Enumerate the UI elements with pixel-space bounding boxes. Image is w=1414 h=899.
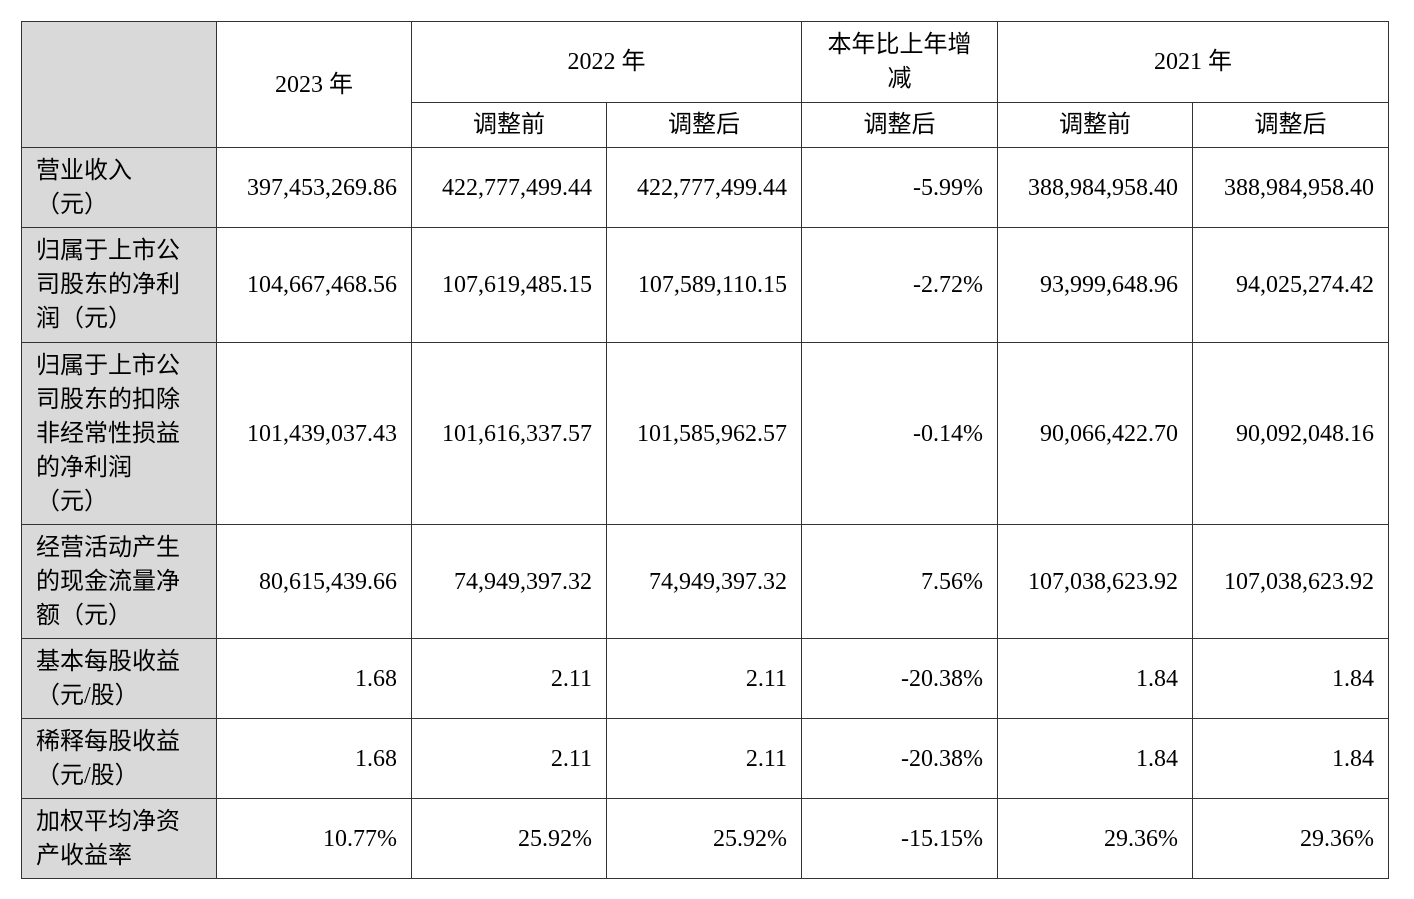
value-2023: 10.77%	[216, 798, 412, 879]
value-2022-before: 2.11	[411, 718, 607, 799]
row-label-line: 司股东的扣除	[36, 386, 180, 413]
value-2022-before: 25.92%	[411, 798, 607, 879]
value-2022-before: 422,777,499.44	[411, 147, 607, 228]
value-2021-after: 29.36%	[1192, 798, 1389, 879]
value-yoy-change: -0.14%	[801, 342, 998, 525]
header-2021-after-adjustment: 调整后	[1192, 102, 1389, 148]
table-row: 归属于上市公 司股东的扣除 非经常性损益 的净利润 （元） 101,439,037.43 1…	[21, 342, 1389, 525]
value-2021-before: 93,999,648.96	[997, 227, 1193, 343]
header-yoy-after-adjustment: 调整后	[801, 102, 998, 148]
value-2022-before: 2.11	[411, 638, 607, 719]
row-label-line: 司股东的净利	[36, 272, 180, 298]
header-year-2022: 2022 年	[411, 21, 802, 103]
row-label-line: 的净利润	[36, 454, 132, 481]
value-2021-before: 1.84	[997, 638, 1193, 719]
row-label-line: 的现金流量净	[36, 568, 180, 595]
value-2022-after: 101,585,962.57	[606, 342, 802, 525]
value-2021-before: 388,984,958.40	[997, 147, 1193, 228]
row-label-line: （元/股）	[36, 762, 139, 789]
value-2022-before: 74,949,397.32	[411, 524, 607, 639]
value-2022-after: 107,589,110.15	[606, 227, 802, 343]
value-2022-after: 25.92%	[606, 798, 802, 879]
value-yoy-change: 7.56%	[801, 524, 998, 639]
row-label: 归属于上市公 司股东的净利 润（元）	[21, 227, 217, 343]
row-label-line: 额（元）	[36, 602, 132, 629]
value-2021-after: 94,025,274.42	[1192, 227, 1389, 343]
table-row: 加权平均净资 产收益率 10.77% 25.92% 25.92% -15.15% 29.36…	[21, 798, 1389, 879]
row-label: 归属于上市公 司股东的扣除 非经常性损益 的净利润 （元）	[21, 342, 217, 525]
value-2021-before: 29.36%	[997, 798, 1193, 879]
header-year-2021: 2021 年	[997, 21, 1389, 103]
value-2022-after: 422,777,499.44	[606, 147, 802, 228]
value-2022-after: 74,949,397.32	[606, 524, 802, 639]
value-2023: 80,615,439.66	[216, 524, 412, 639]
header-2022-before-adjustment: 调整前	[411, 102, 607, 148]
value-2022-after: 2.11	[606, 718, 802, 799]
row-label: 营业收入 （元）	[21, 147, 217, 228]
value-2021-after: 90,092,048.16	[1192, 342, 1389, 525]
table-row: 基本每股收益 （元/股） 1.68 2.11 2.11 -20.38% 1.84 1.84	[21, 638, 1389, 719]
header-year-2023: 2023 年	[216, 21, 412, 148]
row-label-line: （元/股）	[36, 682, 139, 709]
row-label-line: 加权平均净资	[36, 808, 180, 835]
row-label: 基本每股收益 （元/股）	[21, 638, 217, 719]
value-2023: 1.68	[216, 718, 412, 799]
row-label-line: 产收益率	[36, 842, 132, 869]
value-2021-after: 1.84	[1192, 638, 1389, 719]
value-2023: 104,667,468.56	[216, 227, 412, 343]
value-2023: 101,439,037.43	[216, 342, 412, 525]
value-2023: 397,453,269.86	[216, 147, 412, 228]
value-yoy-change: -15.15%	[801, 798, 998, 879]
value-yoy-change: -20.38%	[801, 638, 998, 719]
value-2021-after: 388,984,958.40	[1192, 147, 1389, 228]
table-row: 稀释每股收益 （元/股） 1.68 2.11 2.11 -20.38% 1.84 1.84	[21, 718, 1389, 799]
row-label-line: 稀释每股收益	[36, 728, 180, 755]
header-yoy-change: 本年比上年增减	[801, 21, 998, 103]
value-2022-after: 2.11	[606, 638, 802, 719]
header-2022-after-adjustment: 调整后	[606, 102, 802, 148]
row-label-line: 非经常性损益	[36, 420, 180, 447]
table-body: 营业收入 （元） 397,453,269.86 422,777,499.44 422,7…	[21, 147, 1389, 879]
table-row: 归属于上市公 司股东的净利 润（元） 104,667,468.56 107,619,48…	[21, 227, 1389, 343]
value-yoy-change: -5.99%	[801, 147, 998, 228]
row-label-line: 经营活动产生	[36, 534, 180, 561]
row-label-line: 润（元）	[36, 306, 132, 332]
value-2023: 1.68	[216, 638, 412, 719]
value-2021-after: 107,038,623.92	[1192, 524, 1389, 639]
value-yoy-change: -20.38%	[801, 718, 998, 799]
value-yoy-change: -2.72%	[801, 227, 998, 343]
value-2021-before: 1.84	[997, 718, 1193, 799]
header-corner-cell	[21, 21, 217, 148]
value-2021-before: 90,066,422.70	[997, 342, 1193, 525]
header-2021-before-adjustment: 调整前	[997, 102, 1193, 148]
value-2022-before: 101,616,337.57	[411, 342, 607, 525]
row-label-line: （元）	[36, 488, 108, 515]
financial-summary-table: 2023 年 2022 年 本年比上年增减 2021 年 调整前 调整后 调整后…	[21, 21, 1389, 879]
row-label-line: 基本每股收益	[36, 648, 180, 675]
row-label: 稀释每股收益 （元/股）	[21, 718, 217, 799]
row-label-line: （元）	[36, 191, 108, 218]
table-row: 营业收入 （元） 397,453,269.86 422,777,499.44 422,7…	[21, 147, 1389, 228]
row-label-line: 归属于上市公	[36, 238, 180, 264]
row-label-line: 归属于上市公	[36, 352, 180, 379]
value-2021-before: 107,038,623.92	[997, 524, 1193, 639]
table-row: 经营活动产生 的现金流量净 额（元） 80,615,439.66 74,949,397.…	[21, 524, 1389, 639]
row-label: 加权平均净资 产收益率	[21, 798, 217, 879]
value-2022-before: 107,619,485.15	[411, 227, 607, 343]
row-label-line: 营业收入	[36, 157, 132, 184]
value-2021-after: 1.84	[1192, 718, 1389, 799]
row-label: 经营活动产生 的现金流量净 额（元）	[21, 524, 217, 639]
